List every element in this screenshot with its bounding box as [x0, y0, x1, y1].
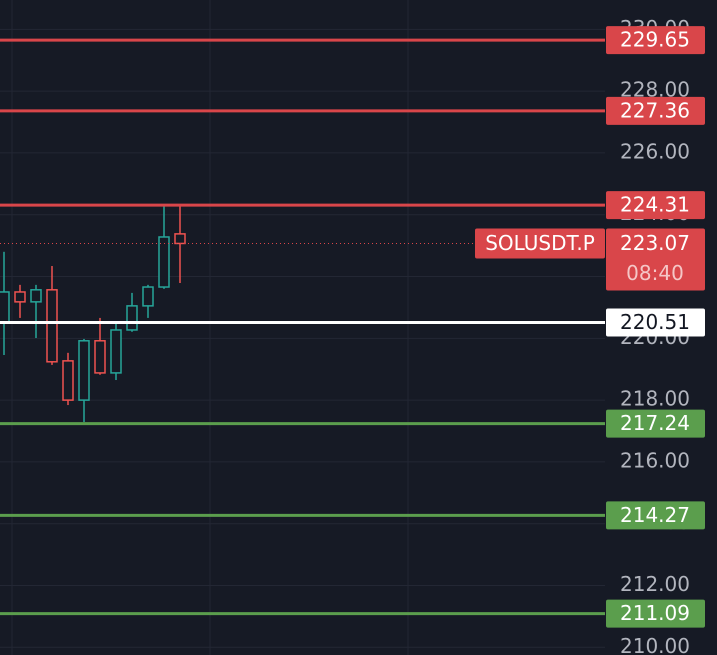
candle-body: [46, 289, 58, 363]
candle-body: [0, 291, 10, 323]
candle-body: [30, 289, 42, 303]
level-label: 220.51: [620, 310, 690, 334]
candle-body: [142, 286, 154, 307]
level-label-box: [606, 599, 705, 628]
y-tick-label: 216.00: [620, 448, 690, 472]
level-label: 217.24: [620, 411, 690, 435]
level-label-box: [606, 26, 705, 55]
candle-body: [94, 340, 106, 374]
candle-body: [174, 233, 186, 245]
y-tick-label: 212.00: [620, 572, 690, 596]
candle-body: [62, 360, 74, 401]
symbol-label: SOLUSDT.P: [485, 231, 595, 255]
level-label: 211.09: [620, 601, 690, 625]
level-label-box: [606, 308, 705, 337]
candle-body: [14, 291, 26, 303]
candle-body: [158, 236, 170, 288]
level-label-box: [606, 409, 705, 438]
countdown-label: 08:40: [626, 261, 684, 285]
level-label-box: [606, 191, 705, 220]
candle-body: [78, 340, 90, 401]
y-tick-label: 218.00: [620, 387, 690, 411]
y-tick-label: 226.00: [620, 139, 690, 163]
level-label-box: [606, 501, 705, 530]
level-label: 214.27: [620, 503, 690, 527]
current-price-label: 223.07: [620, 231, 690, 255]
candle-body: [110, 329, 122, 374]
symbol-box: [475, 228, 605, 259]
level-label: 227.36: [620, 98, 690, 122]
y-tick-label: 210.00: [620, 634, 690, 655]
level-label: 229.65: [620, 28, 690, 52]
level-label: 224.31: [620, 193, 690, 217]
current-price-box: [606, 228, 705, 291]
candle-body: [126, 305, 138, 331]
level-label-box: [606, 96, 705, 125]
